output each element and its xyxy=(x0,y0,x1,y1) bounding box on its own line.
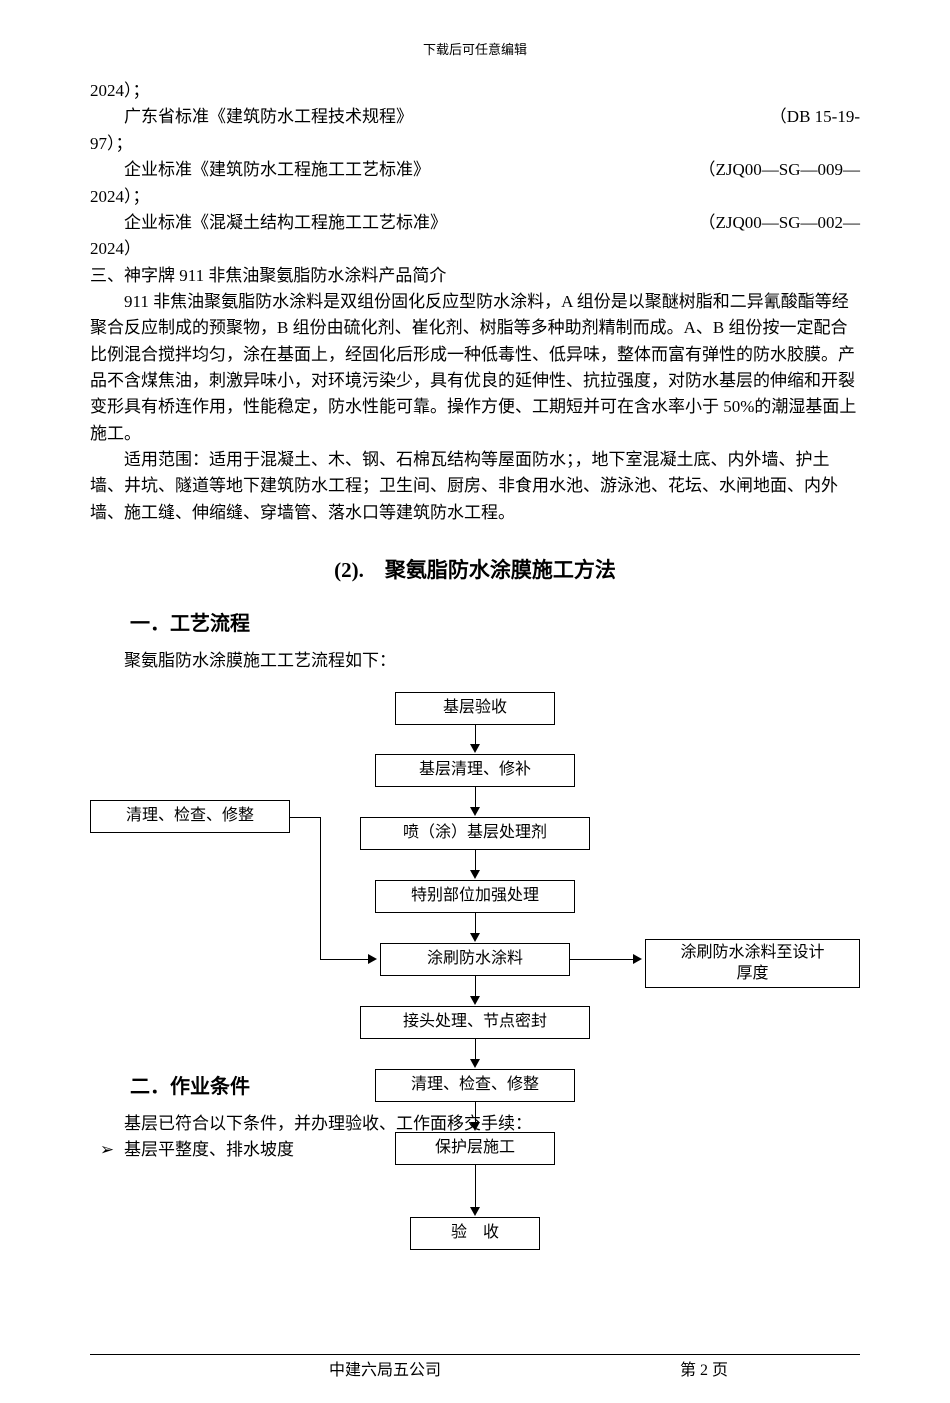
ref-line-2: 广东省标准《建筑防水工程技术规程》 （DB 15-19- xyxy=(90,104,860,130)
ref-line-7: 2024） xyxy=(90,236,860,262)
ref-line-5: 2024）； xyxy=(90,184,860,210)
ref-line-3: 97）； xyxy=(90,131,860,157)
flow-node-9: 验 收 xyxy=(410,1217,540,1250)
flow-side-right: 涂刷防水涂料至设计 厚度 xyxy=(645,939,860,989)
ref-text: 企业标准《混凝土结构工程施工工艺标准》 xyxy=(124,210,698,236)
flow-node-2: 基层清理、修补 xyxy=(375,754,575,787)
ref-line-4: 企业标准《建筑防水工程施工工艺标准》 （ZJQ00—SG—009— xyxy=(90,157,860,183)
section-3-paragraph-2: 适用范围：适用于混凝土、木、钢、石棉瓦结构等屋面防水；，地下室混凝土底、内外墙、… xyxy=(90,447,860,526)
ref-text: 广东省标准《建筑防水工程技术规程》 xyxy=(124,104,770,130)
ref-line-1: 2024）； xyxy=(90,78,860,104)
flow-node-7: 清理、检查、修整 xyxy=(375,1069,575,1102)
flow-node-6: 接头处理、节点密封 xyxy=(360,1006,590,1039)
flow-node-5: 涂刷防水涂料 xyxy=(380,943,570,976)
flow-side-left: 清理、检查、修整 xyxy=(90,800,290,833)
ref-code: （ZJQ00—SG—009— xyxy=(698,157,860,183)
header-note: 下载后可任意编辑 xyxy=(90,40,860,60)
subheading-process: 一．工艺流程 xyxy=(90,609,860,640)
footer-page: 第 2 页 xyxy=(680,1359,860,1384)
ref-code: （DB 15-19- xyxy=(770,104,860,130)
footer-company: 中建六局五公司 xyxy=(90,1359,680,1384)
ref-line-6: 企业标准《混凝土结构工程施工工艺标准》 （ZJQ00—SG—002— xyxy=(90,210,860,236)
flow-node-1: 基层验收 xyxy=(395,692,555,725)
flow-intro: 聚氨脂防水涂膜施工工艺流程如下： xyxy=(90,648,860,674)
flow-side-right-l1: 涂刷防水涂料至设计 xyxy=(680,944,824,961)
section-2-heading: (2). 聚氨脂防水涂膜施工方法 xyxy=(90,554,860,587)
flow-node-8: 保护层施工 xyxy=(395,1132,555,1165)
section-3-title: 三、神字牌 911 非焦油聚氨脂防水涂料产品简介 xyxy=(90,263,860,289)
flow-node-3: 喷（涂）基层处理剂 xyxy=(360,817,590,850)
flow-side-right-l2: 厚度 xyxy=(736,965,768,982)
section-3-paragraph-1: 911 非焦油聚氨脂防水涂料是双组份固化反应型防水涂料，A 组份是以聚醚树脂和二… xyxy=(90,289,860,447)
flowchart: 基层验收 基层清理、修补 喷（涂）基层处理剂 特别部位加强处理 涂刷防水涂料 接… xyxy=(90,692,860,1282)
page-footer: 中建六局五公司 第 2 页 xyxy=(90,1354,860,1384)
ref-code: （ZJQ00—SG—002— xyxy=(698,210,860,236)
flow-node-4: 特别部位加强处理 xyxy=(375,880,575,913)
ref-text: 企业标准《建筑防水工程施工工艺标准》 xyxy=(124,157,698,183)
